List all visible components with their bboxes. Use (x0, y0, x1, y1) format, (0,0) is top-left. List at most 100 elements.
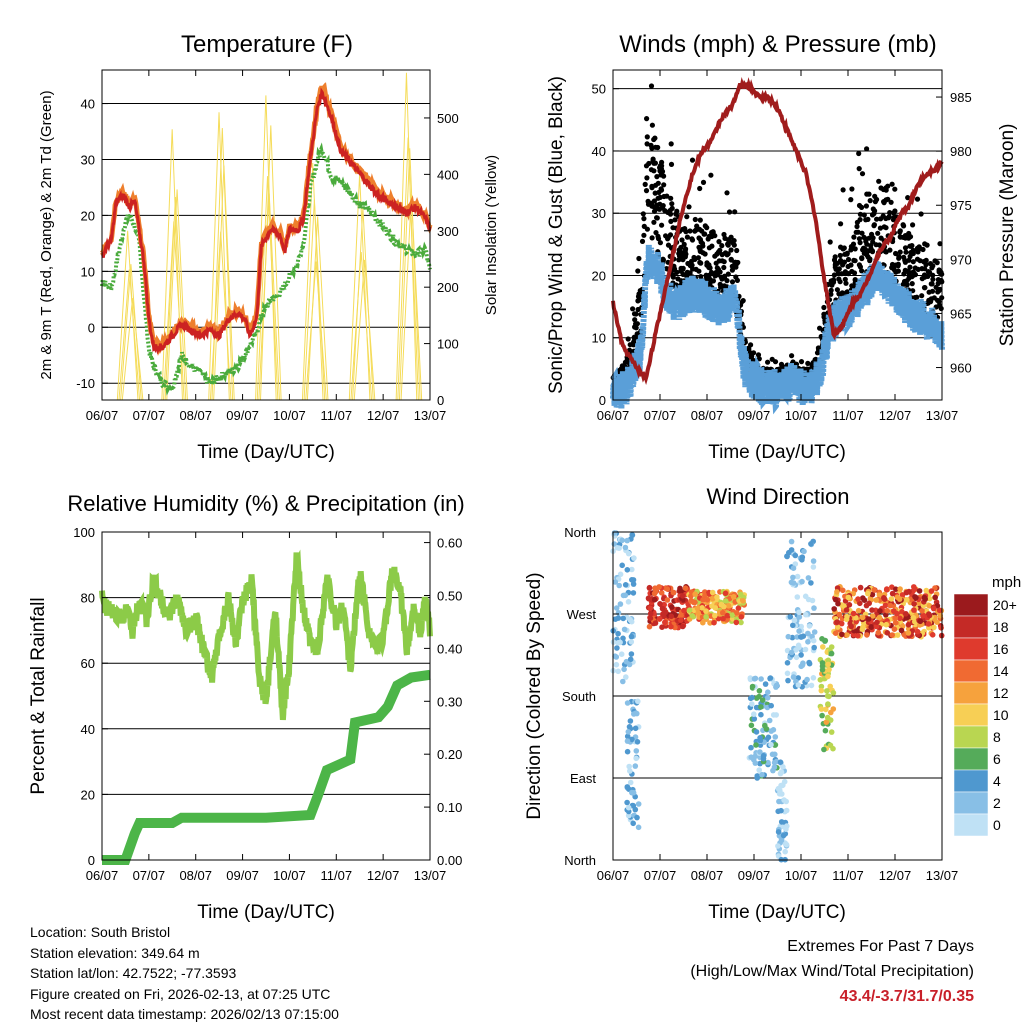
direction-point (825, 701, 831, 707)
gust-point (935, 280, 941, 287)
gust-point (636, 291, 642, 297)
gust-point (665, 242, 672, 248)
direction-point (765, 689, 771, 695)
gust-point (929, 265, 935, 271)
direction-point (903, 611, 909, 617)
gust-point (712, 233, 718, 239)
direction-point (859, 614, 866, 621)
direction-point (679, 593, 686, 599)
gust-point (719, 258, 725, 264)
y-tick-label: West (567, 607, 597, 622)
gust-point (721, 275, 728, 281)
y-tick-label: 50 (592, 82, 606, 97)
legend-label: 18 (993, 619, 1009, 635)
gust-point (658, 166, 665, 172)
direction-point (725, 603, 732, 609)
gust-point (700, 179, 707, 185)
direction-point (657, 601, 663, 607)
gust-point (728, 257, 734, 263)
x-tick-label: 08/07 (179, 408, 212, 423)
y-tick-label: 60 (81, 656, 95, 671)
direction-point (831, 606, 837, 612)
direction-point (800, 660, 806, 666)
gust-point (861, 212, 867, 218)
winds-axis-ticks: 0 10 20 30 40 50 960 965 970 975 980 985 06/07 07/07 0… (592, 70, 972, 423)
gust-point (672, 217, 678, 223)
direction-point (784, 670, 791, 677)
y-tick-label: 40 (81, 97, 95, 112)
direction-point (751, 716, 758, 722)
direction-point (897, 615, 903, 622)
y2-tick-label: 0.20 (437, 747, 462, 762)
gust-point (883, 225, 889, 231)
direction-point (662, 619, 668, 626)
direction-point (830, 690, 837, 696)
direction-point (694, 605, 701, 612)
location-text: Location: South Bristol (30, 924, 171, 940)
direction-point (828, 729, 835, 735)
direction-point (616, 582, 622, 589)
direction-point (624, 738, 631, 744)
direction-point (793, 647, 799, 653)
gust-point (891, 210, 897, 216)
gust-point (888, 199, 894, 205)
gust-point (716, 239, 722, 245)
direction-point (786, 549, 792, 556)
gust-point (635, 306, 641, 313)
gust-point (831, 277, 837, 283)
extremes-title: Extremes For Past 7 Days (787, 938, 974, 955)
gust-point (729, 263, 735, 269)
direction-point (853, 615, 859, 621)
direction-point (760, 753, 767, 759)
y2-tick-label: 200 (437, 280, 459, 295)
direction-point (764, 695, 771, 701)
gust-point (938, 271, 944, 277)
direction-point (785, 633, 792, 640)
direction-point (647, 615, 654, 621)
direction-point (768, 702, 774, 709)
direction-point (863, 602, 870, 609)
gust-point (689, 157, 696, 163)
solar-spike (353, 259, 376, 401)
gust-point (625, 336, 631, 342)
gust-point (848, 247, 854, 253)
direction-point (628, 639, 635, 645)
legend-label: 0 (993, 817, 1001, 833)
direction-point (777, 770, 784, 777)
direction-point (709, 596, 716, 602)
direction-point (859, 626, 866, 633)
gust-point (840, 246, 846, 252)
gust-point (843, 280, 849, 286)
direction-point (622, 582, 629, 588)
direction-point (695, 610, 701, 616)
direction-point (792, 561, 799, 567)
gust-point (864, 146, 870, 152)
direction-point (620, 678, 626, 685)
gust-point (721, 231, 727, 238)
gust-point (684, 273, 690, 279)
solar-spike (116, 230, 139, 401)
y2-tick-label: 980 (950, 144, 972, 159)
direction-point (766, 717, 773, 724)
x-tick-label: 12/07 (879, 408, 912, 423)
direction-point (914, 628, 921, 635)
winds-panel: Winds (mph) & Pressure (mb) 0 10 20 30 40 50 9… (546, 31, 1018, 463)
solar-spike (305, 261, 327, 401)
gust-point (836, 266, 842, 272)
y2-tick-label: 960 (950, 361, 972, 376)
direction-point (624, 567, 631, 573)
x-tick-label: 06/07 (597, 868, 630, 883)
direction-point (819, 712, 825, 719)
direction-point (753, 742, 759, 748)
direction-point (920, 613, 926, 619)
gust-point (668, 195, 674, 201)
gust-point (798, 359, 805, 365)
direction-point (775, 808, 781, 815)
legend-label: 16 (993, 641, 1009, 657)
gust-point (863, 203, 870, 209)
direction-point (630, 820, 636, 827)
direction-point (613, 605, 620, 611)
direction-point (629, 789, 635, 796)
direction-point (785, 677, 791, 684)
